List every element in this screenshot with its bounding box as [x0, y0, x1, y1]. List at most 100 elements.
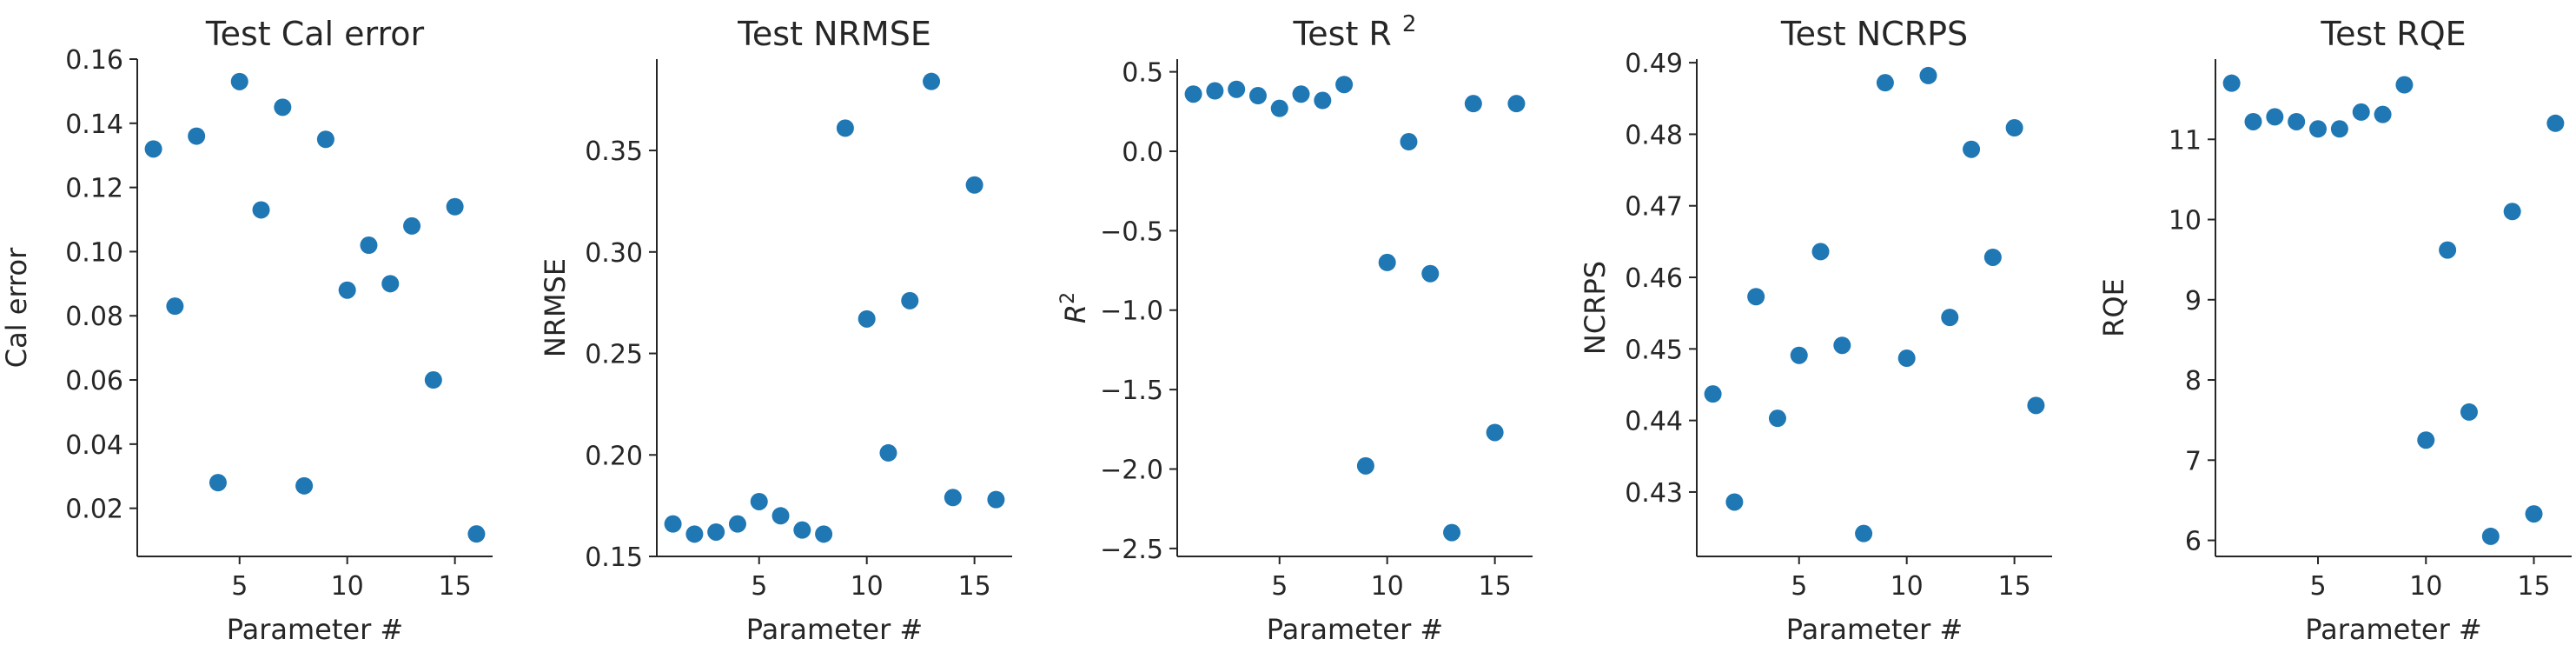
data-point	[1507, 95, 1526, 113]
data-point	[2027, 396, 2045, 415]
data-point	[923, 72, 941, 90]
data-point	[879, 443, 897, 462]
y-tick-label: 0.20	[585, 441, 643, 471]
y-tick-label: 0.16	[65, 45, 123, 76]
x-tick-label: 5	[2309, 571, 2326, 602]
data-point	[2374, 105, 2392, 123]
x-tick-label: 15	[439, 571, 472, 602]
data-point	[2439, 241, 2457, 259]
data-point	[901, 291, 919, 310]
data-point	[1443, 523, 1461, 542]
x-tick-label: 10	[1891, 571, 1924, 602]
y-tick-label: 0.49	[1625, 49, 1683, 79]
data-point	[771, 507, 790, 525]
data-point	[1833, 336, 1851, 355]
data-point	[2481, 527, 2500, 545]
x-axis-label: Parameter #	[1267, 613, 1443, 646]
y-tick-label: −1.0	[1100, 296, 1163, 327]
y-tick-label: 8	[2185, 366, 2202, 396]
y-tick-label: 7	[2185, 446, 2202, 476]
y-tick-label: 0.44	[1625, 407, 1683, 437]
data-point	[1378, 253, 1396, 271]
chart-title-superscript: 2	[1402, 11, 1417, 37]
data-point	[1963, 140, 1981, 158]
data-point	[707, 523, 725, 541]
data-point	[274, 98, 292, 116]
y-tick-label: 0.0	[1122, 137, 1163, 168]
data-point	[144, 140, 162, 158]
data-point	[1421, 264, 1440, 283]
data-point	[728, 515, 746, 533]
x-tick-label: 15	[1998, 571, 2031, 602]
data-point	[230, 72, 248, 90]
data-point	[1919, 66, 1937, 84]
data-point	[944, 489, 962, 507]
data-point	[2546, 114, 2565, 132]
y-tick-label: 0.12	[65, 174, 123, 204]
y-tick-label: −2.0	[1100, 455, 1163, 485]
data-point	[2460, 403, 2478, 421]
y-tick-label: 0.43	[1625, 478, 1683, 509]
x-axis-label: Parameter #	[2305, 613, 2481, 646]
data-point	[2352, 103, 2370, 121]
data-point	[1464, 95, 1482, 113]
data-point	[664, 515, 682, 533]
x-tick-label: 5	[1791, 571, 1807, 602]
data-point	[1983, 248, 2002, 266]
data-point	[252, 201, 270, 219]
x-tick-label: 5	[1271, 571, 1288, 602]
data-point	[2395, 76, 2414, 94]
y-tick-label: 10	[2169, 206, 2202, 236]
data-point	[1248, 87, 1267, 105]
panel-r2: 5 10 15 −2.5 −2.0 −1.5 −1.0 −0.5 0.0 0.5 Test R 2 P…	[1057, 11, 1533, 646]
y-axis-label-superscript: 2	[1057, 292, 1079, 304]
x-axis-label: Parameter #	[227, 613, 403, 646]
data-point	[2417, 431, 2435, 449]
panel-rqe: 5 10 15 6 7 8 9 10 11 Test RQE Parameter # RQE	[2097, 15, 2572, 646]
data-point	[1855, 524, 1873, 543]
data-point	[381, 275, 400, 293]
data-point	[1314, 91, 1332, 110]
data-point	[815, 525, 833, 543]
data-point	[1270, 99, 1288, 117]
panel-cal-error: 5 10 15 0.02 0.04 0.06 0.08 0.10 0.12 0.14 0.16 Tes…	[0, 15, 493, 646]
y-tick-label: 0.35	[585, 136, 643, 167]
y-tick-label: −2.5	[1100, 535, 1163, 565]
data-point	[1184, 85, 1202, 103]
y-tick-label: 0.46	[1625, 263, 1683, 294]
data-point	[403, 216, 421, 235]
data-point	[1747, 288, 1765, 306]
x-tick-label: 5	[231, 571, 248, 602]
y-tick-label: 0.04	[65, 430, 123, 461]
data-point	[1228, 80, 1246, 98]
x-tick-label: 15	[1479, 571, 1512, 602]
chart-title-r2: Test R 2	[1293, 11, 1417, 53]
x-tick-label: 10	[331, 571, 364, 602]
data-point	[836, 119, 854, 137]
x-tick-label: 5	[751, 571, 767, 602]
data-point	[1292, 85, 1310, 103]
data-point	[1356, 456, 1374, 475]
data-point	[295, 476, 314, 495]
y-tick-label: 0.06	[65, 366, 123, 396]
data-point	[685, 525, 704, 543]
y-axis-label: NRMSE	[539, 258, 572, 357]
data-point	[2222, 74, 2241, 92]
y-axis-label: NCRPS	[1579, 261, 1612, 355]
data-point	[2266, 108, 2284, 126]
data-point	[1400, 133, 1418, 151]
data-point	[2244, 112, 2262, 130]
y-tick-label: 0.5	[1122, 58, 1163, 89]
data-point	[2288, 112, 2306, 130]
data-point	[1941, 309, 1959, 327]
data-point	[1811, 243, 1830, 261]
y-tick-label: 0.15	[585, 543, 643, 573]
data-point	[424, 371, 442, 389]
data-point	[1790, 346, 1808, 364]
y-tick-label: −1.5	[1100, 376, 1163, 406]
data-point	[1206, 82, 1224, 100]
data-point	[188, 127, 206, 145]
x-axis-label: Parameter #	[746, 613, 923, 646]
y-tick-label: 0.25	[585, 340, 643, 370]
